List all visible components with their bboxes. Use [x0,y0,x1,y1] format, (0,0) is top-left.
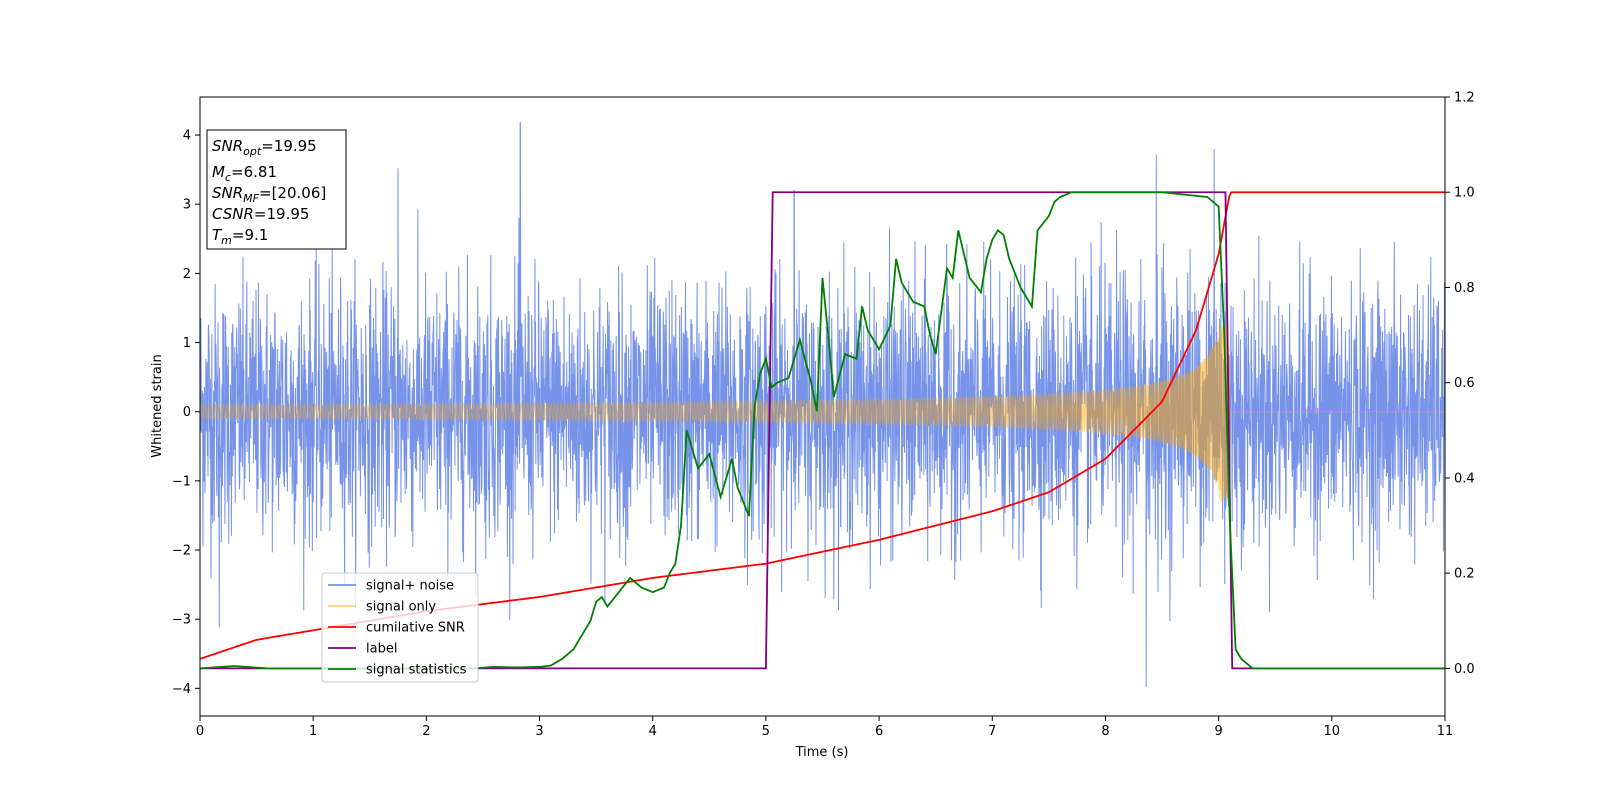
legend-label: signal statistics [366,663,467,678]
y-axis-left: −4 −3 −2 −1 0 1 2 3 4 [172,129,200,697]
y-right-tick-label: 0.6 [1454,376,1475,391]
y-right-tick-label: 0.4 [1454,471,1475,486]
legend-label: label [366,642,397,657]
annotation-line: SNRMF=[20.06] [212,184,326,205]
y-right-tick-label: 0.0 [1454,662,1475,677]
x-tick-label: 8 [1101,724,1109,739]
series-signal-only [200,322,1445,502]
y-axis-right: 0.0 0.2 0.4 0.6 0.8 1.0 1.2 [1445,91,1475,677]
x-tick-label: 11 [1437,724,1454,739]
y-tick-label: 2 [183,267,191,282]
signal-statistics-line [200,191,1445,670]
legend: signal+ noise signal only cumilative SNR la… [321,572,479,683]
x-tick-label: 10 [1324,724,1341,739]
x-tick-label: 4 [649,724,657,739]
plot-frame [199,96,1446,717]
x-tick-label: 7 [988,724,996,739]
y-tick-label: −2 [172,544,191,559]
y-tick-label: −3 [172,613,191,628]
annotation-line: Mc=6.81 [212,163,277,184]
y-axis-label: Whitened strain [150,354,165,457]
y-tick-label: 0 [183,405,191,420]
x-axis: 0 1 2 3 4 5 6 7 8 9 10 11 [196,716,1453,739]
x-tick-label: 3 [535,724,543,739]
y-tick-label: −1 [172,474,191,489]
annotation-box: SNRopt=19.95 Mc=6.81SNRMF=[20.06]CSNR=19.… [206,129,347,250]
annotation-line: SNRopt=19.95 [212,137,317,158]
legend-frame [321,572,479,683]
y-right-tick-label: 1.0 [1454,186,1475,201]
x-axis-label: Time (s) [795,745,849,760]
x-tick-label: 1 [309,724,317,739]
y-right-tick-label: 1.2 [1454,91,1475,106]
x-tick-label: 6 [875,724,883,739]
annotation-frame [206,129,347,250]
x-tick-label: 5 [762,724,770,739]
annotation-line: Tm=9.1 [212,226,268,247]
y-tick-label: 4 [183,129,191,144]
signal-only-line [200,322,1445,502]
x-tick-label: 9 [1214,724,1222,739]
signal-noise-line [200,122,1445,687]
y-right-tick-label: 0.2 [1454,567,1475,582]
y-tick-label: 3 [183,198,191,213]
annotation-line: CSNR=19.95 [212,205,309,223]
y-tick-label: −4 [172,682,191,697]
x-tick-label: 0 [196,724,204,739]
y-tick-label: 1 [183,336,191,351]
legend-label: signal+ noise [366,579,454,594]
series-signal-noise [200,122,1445,687]
legend-label: signal only [366,600,436,615]
x-tick-label: 2 [422,724,430,739]
legend-label: cumilative SNR [366,621,465,636]
y-right-tick-label: 0.8 [1454,281,1475,296]
